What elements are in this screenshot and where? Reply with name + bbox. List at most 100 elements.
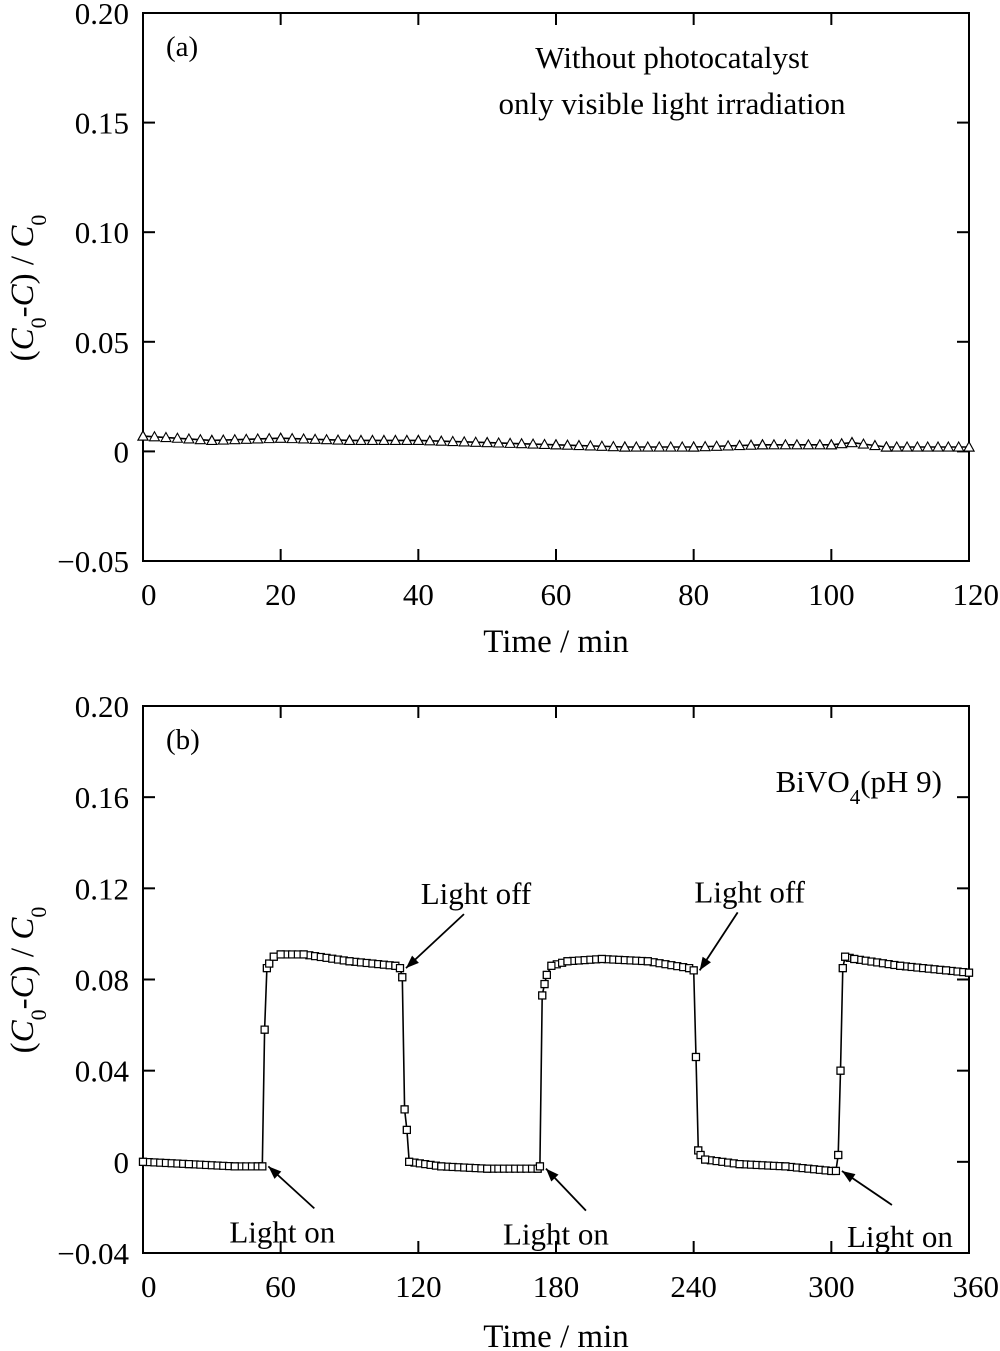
data-point [194,433,207,445]
data-point [813,438,826,450]
y-tick-label: 0.20 [75,689,129,724]
data-point [377,434,390,445]
panel-a-ytick-labels: −0.05 0 0.05 0.10 0.15 0.20 [57,0,129,579]
data-point [691,1052,701,1062]
data-point [607,440,620,452]
data-point [265,959,274,968]
data-point [781,1162,790,1171]
y-tick-label: 0.16 [75,780,129,815]
data-point [345,957,354,966]
y-tick-label: 0.04 [75,1054,130,1089]
data-point [171,432,184,443]
data-point [228,433,241,445]
x-tick-label: 0 [141,577,157,612]
data-point [964,968,974,977]
callout-arrowhead [841,1170,856,1183]
data-point [756,438,769,450]
data-point [398,973,407,982]
y-tick-label: 0.10 [75,215,129,250]
callout-label: Light on [503,1217,609,1252]
callout: Light on [503,1168,609,1252]
data-point [689,966,698,975]
panel-a-xtick-labels: 0 20 40 60 80 100 120 [141,577,999,612]
data-point [641,440,654,452]
panel-b-y-axis-title-text: (C0-C) / C0 [5,907,51,1054]
data-point [643,957,652,966]
y-tick-label: 0 [114,434,130,469]
data-point [779,438,792,450]
data-point [217,433,230,445]
panel-b-x-axis-title: Time / min [483,1319,629,1351]
data-point [269,952,278,961]
x-tick-label: 180 [533,1269,580,1304]
panel-a-y-axis-title-text: (C0-C) / C0 [5,215,51,362]
data-point [437,1162,446,1171]
panel-a: −0.05 0 0.05 0.10 0.15 0.20 0 20 40 60 80 100 120 (… [5,0,999,660]
data-point [911,440,924,452]
y-tick-label: 0.15 [75,106,129,141]
panel-b-xtick-labels: 0 60 120 180 240 300 360 [141,1269,999,1304]
callout: Light on [841,1170,953,1254]
data-point [240,433,253,444]
x-tick-label: 40 [403,577,434,612]
y-tick-label: 0.20 [75,0,129,31]
data-point [573,439,585,451]
callout-arrowhead [699,956,711,971]
data-point [664,440,677,452]
panel-b-note: BiVO4(pH 9) [776,764,942,809]
panel-a-y-axis-title: (C0-C) / C0 [5,215,51,362]
data-point [584,439,597,451]
data-point [412,434,425,445]
data-point [850,954,859,964]
y-tick-label: 0.12 [75,871,129,906]
data-point [355,434,367,445]
data-point [260,1025,269,1034]
data-point [400,1105,409,1114]
data-point [963,440,975,452]
panel-b-ytick-labels: −0.04 0 0.04 0.08 0.12 0.16 0.20 [57,689,129,1271]
x-tick-label: 60 [541,577,572,612]
data-point [276,950,285,959]
data-point [687,440,700,452]
data-point [535,1162,545,1171]
data-point [538,991,547,1000]
data-point [148,430,161,442]
data-point [297,432,310,444]
panel-a-note-line-1: Without photocatalyst [535,40,809,75]
data-point [595,440,608,451]
panel-a-note-line-2: only visible light irradiation [499,86,846,121]
panel-b-label: (b) [166,724,200,756]
data-point [547,961,556,970]
data-point [515,437,528,449]
data-point [733,439,746,451]
y-tick-label: −0.04 [57,1236,129,1271]
data-point [542,970,551,980]
x-tick-label: 0 [141,1269,157,1304]
data-point [435,435,448,446]
data-point [309,433,322,444]
data-point [561,439,574,450]
panel-b-callouts: Light off Light off Light on Light on Light … [229,874,953,1254]
data-point [597,954,606,964]
data-point [184,1160,193,1169]
data-point [618,440,631,452]
data-point [332,433,344,445]
data-point [205,434,218,445]
data-point [251,432,264,444]
panel-b-ticks [142,705,970,1254]
data-point [696,1150,705,1160]
callout-label: Light off [421,876,532,911]
data-point [802,438,815,450]
data-point [469,436,482,447]
data-point [137,429,149,441]
x-tick-label: 120 [953,577,1000,612]
data-point [550,438,562,450]
data-point [831,1166,841,1176]
data-point [405,1157,414,1166]
data-point [834,1150,843,1160]
data-point [722,439,735,451]
data-point [790,438,803,450]
data-point [846,436,858,448]
data-point [138,1157,148,1166]
